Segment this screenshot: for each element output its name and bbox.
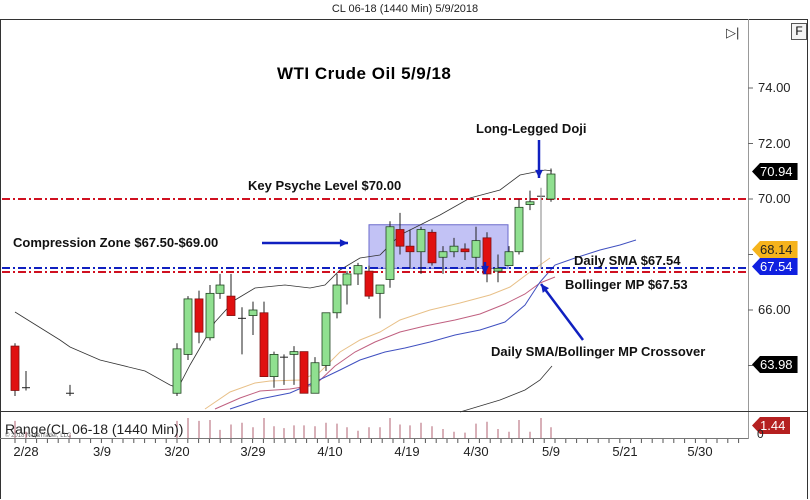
bollinger-lower-line: [459, 365, 553, 413]
x-tick: 4/10: [317, 444, 343, 459]
x-tick: 3/29: [240, 444, 266, 459]
candle-body: [269, 353, 279, 377]
copyright-text: © 2018 NinjaTrader, LLC: [5, 433, 72, 439]
candle-body: [405, 245, 415, 253]
range-zero-label: 0: [757, 427, 764, 441]
bollinger-annotation: Bollinger MP $67.53: [565, 277, 688, 292]
candle-body: [546, 173, 556, 200]
crossover-arrow: [540, 283, 584, 341]
candle-body: [342, 273, 352, 286]
candle-body: [10, 345, 20, 391]
crossover-arrow-head: [541, 284, 549, 293]
key-level-annotation: Key Psyche Level $70.00: [248, 178, 402, 193]
candle-body: [205, 292, 215, 339]
y-tick-74: 74.00: [758, 80, 791, 95]
chart-title: WTI Crude Oil 5/9/18: [277, 64, 452, 83]
bollinger-lower-price-tag: 63.98: [752, 356, 798, 373]
last-price-tag: 70.94: [752, 163, 798, 180]
candle-body: [438, 251, 448, 258]
x-tick: 2/28: [13, 444, 39, 459]
compression-zone-annotation: Compression Zone $67.50-$69.00: [13, 235, 219, 250]
doji-annotation: Long-Legged Doji: [476, 121, 587, 136]
candle-body: [416, 229, 426, 253]
candle-body: [493, 267, 503, 272]
compression-arrow-head: [339, 239, 348, 247]
candle-body: [215, 284, 225, 294]
candle-body: [259, 312, 269, 377]
sma-price-tag: 68.14: [752, 241, 798, 258]
doji-arrow-head: [535, 169, 543, 178]
sma-slow-line: [214, 276, 556, 410]
candle-body: [449, 245, 459, 253]
candle-body: [375, 284, 385, 294]
crossover-annotation: Daily SMA/Bollinger MP Crossover: [491, 344, 706, 359]
candle-body: [332, 284, 342, 314]
candle-body: [385, 226, 395, 280]
candle-body: [299, 351, 309, 394]
y-tick-72: 72.00: [758, 136, 791, 151]
sma-annotation: Daily SMA $67.54: [574, 253, 681, 268]
x-tick: 4/30: [463, 444, 489, 459]
candle-body: [289, 351, 299, 355]
candle-body: [226, 295, 236, 316]
range-value-tag: 1.44: [752, 417, 791, 434]
candle-body: [310, 362, 320, 394]
y-tick-66: 66.00: [758, 302, 791, 317]
candle-body: [482, 237, 492, 275]
candle-body: [471, 240, 481, 258]
bollinger-mid-price-tag: 67.54: [752, 258, 798, 275]
candle-body: [460, 248, 470, 253]
candle-body: [364, 270, 374, 297]
sma-fast-line: [204, 257, 551, 410]
range-indicator-label: Range(CL 06-18 (1440 Min)): [5, 421, 184, 437]
window-title: CL 06-18 (1440 Min) 5/9/2018: [331, 3, 479, 15]
chart-frame: [0, 19, 808, 499]
candle-body: [183, 298, 193, 355]
price-axis-divider: [748, 19, 749, 439]
bollinger-upper-line: [14, 169, 553, 389]
candle-body: [504, 251, 514, 267]
candle-body: [194, 298, 204, 333]
x-tick: 5/9: [541, 444, 561, 459]
compression-low-arrow-head: [481, 265, 489, 274]
x-tick: 5/21: [612, 444, 638, 459]
x-tick: 4/19: [394, 444, 420, 459]
candle-body: [321, 312, 331, 366]
range-panel-divider[interactable]: [0, 411, 808, 412]
x-tick: 3/9: [92, 444, 112, 459]
candle-body: [514, 206, 524, 253]
candle-body: [172, 348, 182, 394]
candle-body: [525, 201, 535, 205]
candle-body: [248, 309, 258, 316]
candle-body: [395, 229, 405, 247]
f-button[interactable]: F: [791, 23, 807, 40]
y-tick-70: 70.00: [758, 191, 791, 206]
skip-to-end-icon[interactable]: ▷|: [726, 25, 740, 40]
candle-body: [427, 231, 437, 264]
candle-body: [353, 265, 363, 275]
date-axis-line: [0, 438, 748, 439]
x-tick: 5/30: [687, 444, 713, 459]
x-tick: 3/20: [164, 444, 190, 459]
